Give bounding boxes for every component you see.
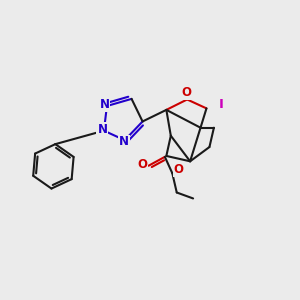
Text: N: N (98, 123, 107, 136)
Text: N: N (119, 136, 129, 148)
Text: O: O (137, 158, 147, 171)
Text: N: N (100, 98, 110, 111)
Text: I: I (218, 98, 223, 111)
Text: O: O (182, 86, 192, 99)
Text: O: O (174, 163, 184, 176)
